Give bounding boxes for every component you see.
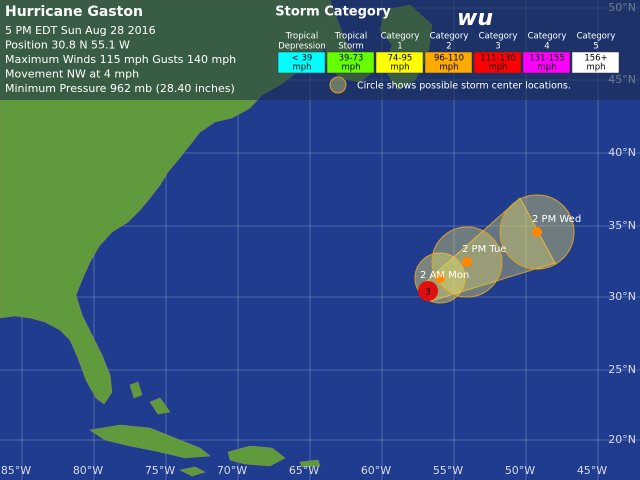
category-range: 96-110 [434, 54, 464, 64]
category-name: Category [479, 32, 518, 42]
current-category: 3 [425, 288, 431, 298]
hispaniola [227, 445, 286, 467]
category-range: < 39 [292, 54, 313, 64]
forecast-point [462, 257, 472, 267]
forecast-point [435, 273, 445, 283]
forecast-cone: 3 2 AM Mon 2 PM Tue 2 PM Wed [414, 194, 581, 304]
category-range: mph [439, 63, 458, 73]
category-range: mph [390, 63, 409, 73]
puerto-rico [299, 459, 321, 468]
info-line: Maximum Winds 115 mph Gusts 140 mph [5, 53, 236, 66]
latitude-label: 20°N [608, 433, 636, 446]
category-range: 39-73 [339, 54, 364, 64]
longitude-label: 45°W [577, 464, 607, 477]
bahamas [149, 397, 171, 415]
category-swatch [424, 51, 473, 74]
category-name: Tropical [285, 32, 318, 42]
category-swatch [571, 51, 620, 74]
bahamas [129, 381, 143, 399]
forecast-label: 2 PM Wed [532, 214, 581, 225]
category-name: Depression [278, 42, 326, 52]
latitude-label: 30°N [608, 290, 636, 303]
longitude-label: 85°W [1, 464, 31, 477]
info-line: Minimum Pressure 962 mb (28.40 inches) [5, 82, 235, 95]
latitude-label: 35°N [608, 219, 636, 232]
forecast-label: 2 PM Tue [462, 244, 506, 255]
current-position [418, 281, 438, 301]
category-name: Category [381, 32, 420, 42]
category-range: mph [341, 63, 360, 73]
category-range: 74-95 [388, 54, 413, 64]
category-swatch [326, 51, 375, 74]
category-name: 3 [495, 42, 500, 52]
category-range: 131-155 [529, 54, 565, 64]
storm-title: Hurricane Gaston [5, 4, 143, 20]
category-range: mph [488, 63, 507, 73]
jamaica [179, 466, 206, 477]
legend-note: Circle shows possible storm center locat… [357, 81, 571, 92]
category-swatch [277, 51, 326, 74]
info-line: Movement NW at 4 mph [5, 68, 139, 81]
header-panel [0, 0, 640, 100]
category-range: mph [586, 63, 605, 73]
legend-title: Storm Category [275, 5, 391, 20]
category-name: Category [528, 32, 567, 42]
category-name: Category [577, 32, 616, 42]
category-range: mph [537, 63, 556, 73]
info-line: 5 PM EDT Sun Aug 28 2016 [5, 24, 156, 37]
forecast-label: 2 AM Mon [420, 270, 469, 281]
category-swatch [473, 51, 522, 74]
longitude-label: 70°W [217, 464, 247, 477]
category-name: 5 [593, 42, 598, 52]
category-name: 2 [446, 42, 451, 52]
longitude-label: 80°W [73, 464, 103, 477]
category-swatch [375, 51, 424, 74]
latitude-label: 40°N [608, 146, 636, 159]
legend-circle-icon [329, 76, 347, 94]
longitude-label: 75°W [145, 464, 175, 477]
longitude-label: 65°W [289, 464, 319, 477]
category-name: Tropical [334, 32, 367, 42]
category-name: Storm [338, 42, 364, 52]
latitude-label: 25°N [608, 363, 636, 376]
category-range: 111-130 [480, 54, 516, 64]
longitude-label: 55°W [433, 464, 463, 477]
category-range: 156+ [584, 54, 607, 64]
category-name: 1 [397, 42, 402, 52]
category-swatch [522, 51, 571, 74]
info-line: Position 30.8 N 55.1 W [5, 39, 130, 52]
cuba [89, 424, 211, 459]
forecast-point [532, 227, 542, 237]
category-name: Category [430, 32, 469, 42]
storm-info: 5 PM EDT Sun Aug 28 2016 Position 30.8 N … [5, 24, 236, 95]
longitude-label: 60°W [361, 464, 391, 477]
category-range: mph [292, 63, 311, 73]
logo: wu [457, 6, 493, 31]
category-name: 4 [544, 42, 549, 52]
longitude-label: 50°W [505, 464, 535, 477]
